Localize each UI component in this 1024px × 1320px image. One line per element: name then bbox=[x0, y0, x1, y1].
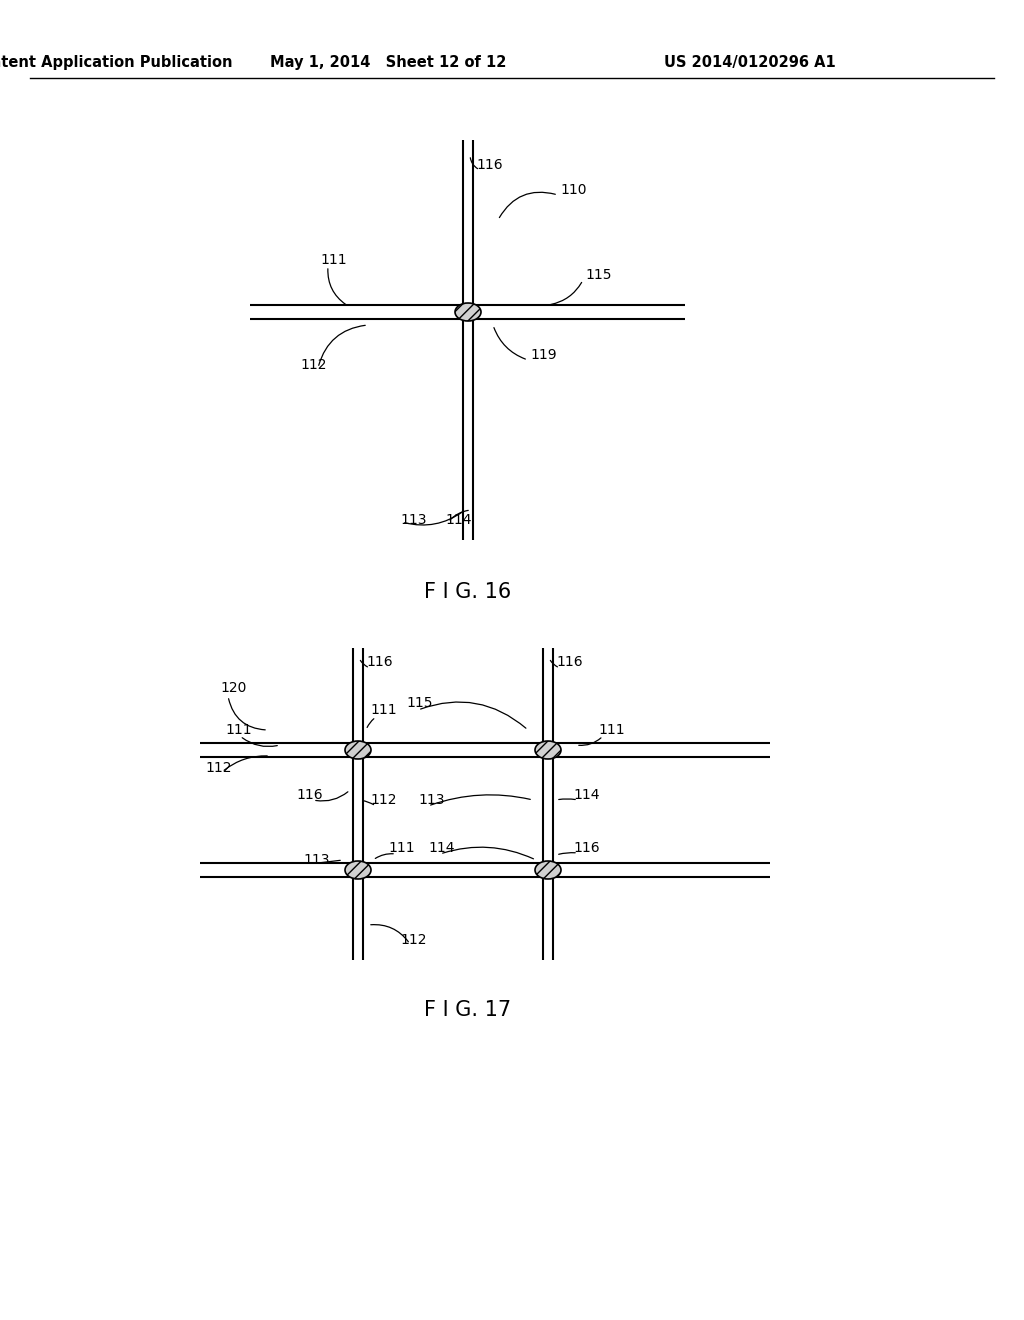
Text: 111: 111 bbox=[598, 723, 625, 737]
Text: 116: 116 bbox=[556, 655, 583, 669]
Text: 111: 111 bbox=[370, 704, 396, 717]
Text: 116: 116 bbox=[366, 655, 392, 669]
Text: 112: 112 bbox=[300, 358, 327, 372]
Text: 112: 112 bbox=[400, 933, 427, 946]
Text: Patent Application Publication: Patent Application Publication bbox=[0, 54, 232, 70]
Text: 120: 120 bbox=[220, 681, 247, 696]
Text: 115: 115 bbox=[406, 696, 432, 710]
Ellipse shape bbox=[455, 304, 481, 321]
Text: 111: 111 bbox=[225, 723, 252, 737]
Text: US 2014/0120296 A1: US 2014/0120296 A1 bbox=[665, 54, 836, 70]
Text: F I G. 16: F I G. 16 bbox=[424, 582, 512, 602]
Text: 115: 115 bbox=[585, 268, 611, 282]
Text: 113: 113 bbox=[400, 513, 427, 527]
Text: 116: 116 bbox=[296, 788, 323, 803]
Text: 113: 113 bbox=[418, 793, 444, 807]
Text: 112: 112 bbox=[370, 793, 396, 807]
Ellipse shape bbox=[535, 861, 561, 879]
Text: 111: 111 bbox=[388, 841, 415, 855]
Text: 112: 112 bbox=[205, 762, 231, 775]
Text: 114: 114 bbox=[573, 788, 599, 803]
Text: 110: 110 bbox=[560, 183, 587, 197]
Text: 119: 119 bbox=[530, 348, 557, 362]
Text: May 1, 2014   Sheet 12 of 12: May 1, 2014 Sheet 12 of 12 bbox=[269, 54, 506, 70]
Text: 116: 116 bbox=[573, 841, 600, 855]
Ellipse shape bbox=[345, 741, 371, 759]
Ellipse shape bbox=[535, 741, 561, 759]
Text: 114: 114 bbox=[445, 513, 471, 527]
Text: 116: 116 bbox=[476, 158, 503, 172]
Text: 114: 114 bbox=[428, 841, 455, 855]
Text: F I G. 17: F I G. 17 bbox=[424, 1001, 512, 1020]
Text: 113: 113 bbox=[303, 853, 330, 867]
Ellipse shape bbox=[345, 861, 371, 879]
Text: 111: 111 bbox=[319, 253, 347, 267]
